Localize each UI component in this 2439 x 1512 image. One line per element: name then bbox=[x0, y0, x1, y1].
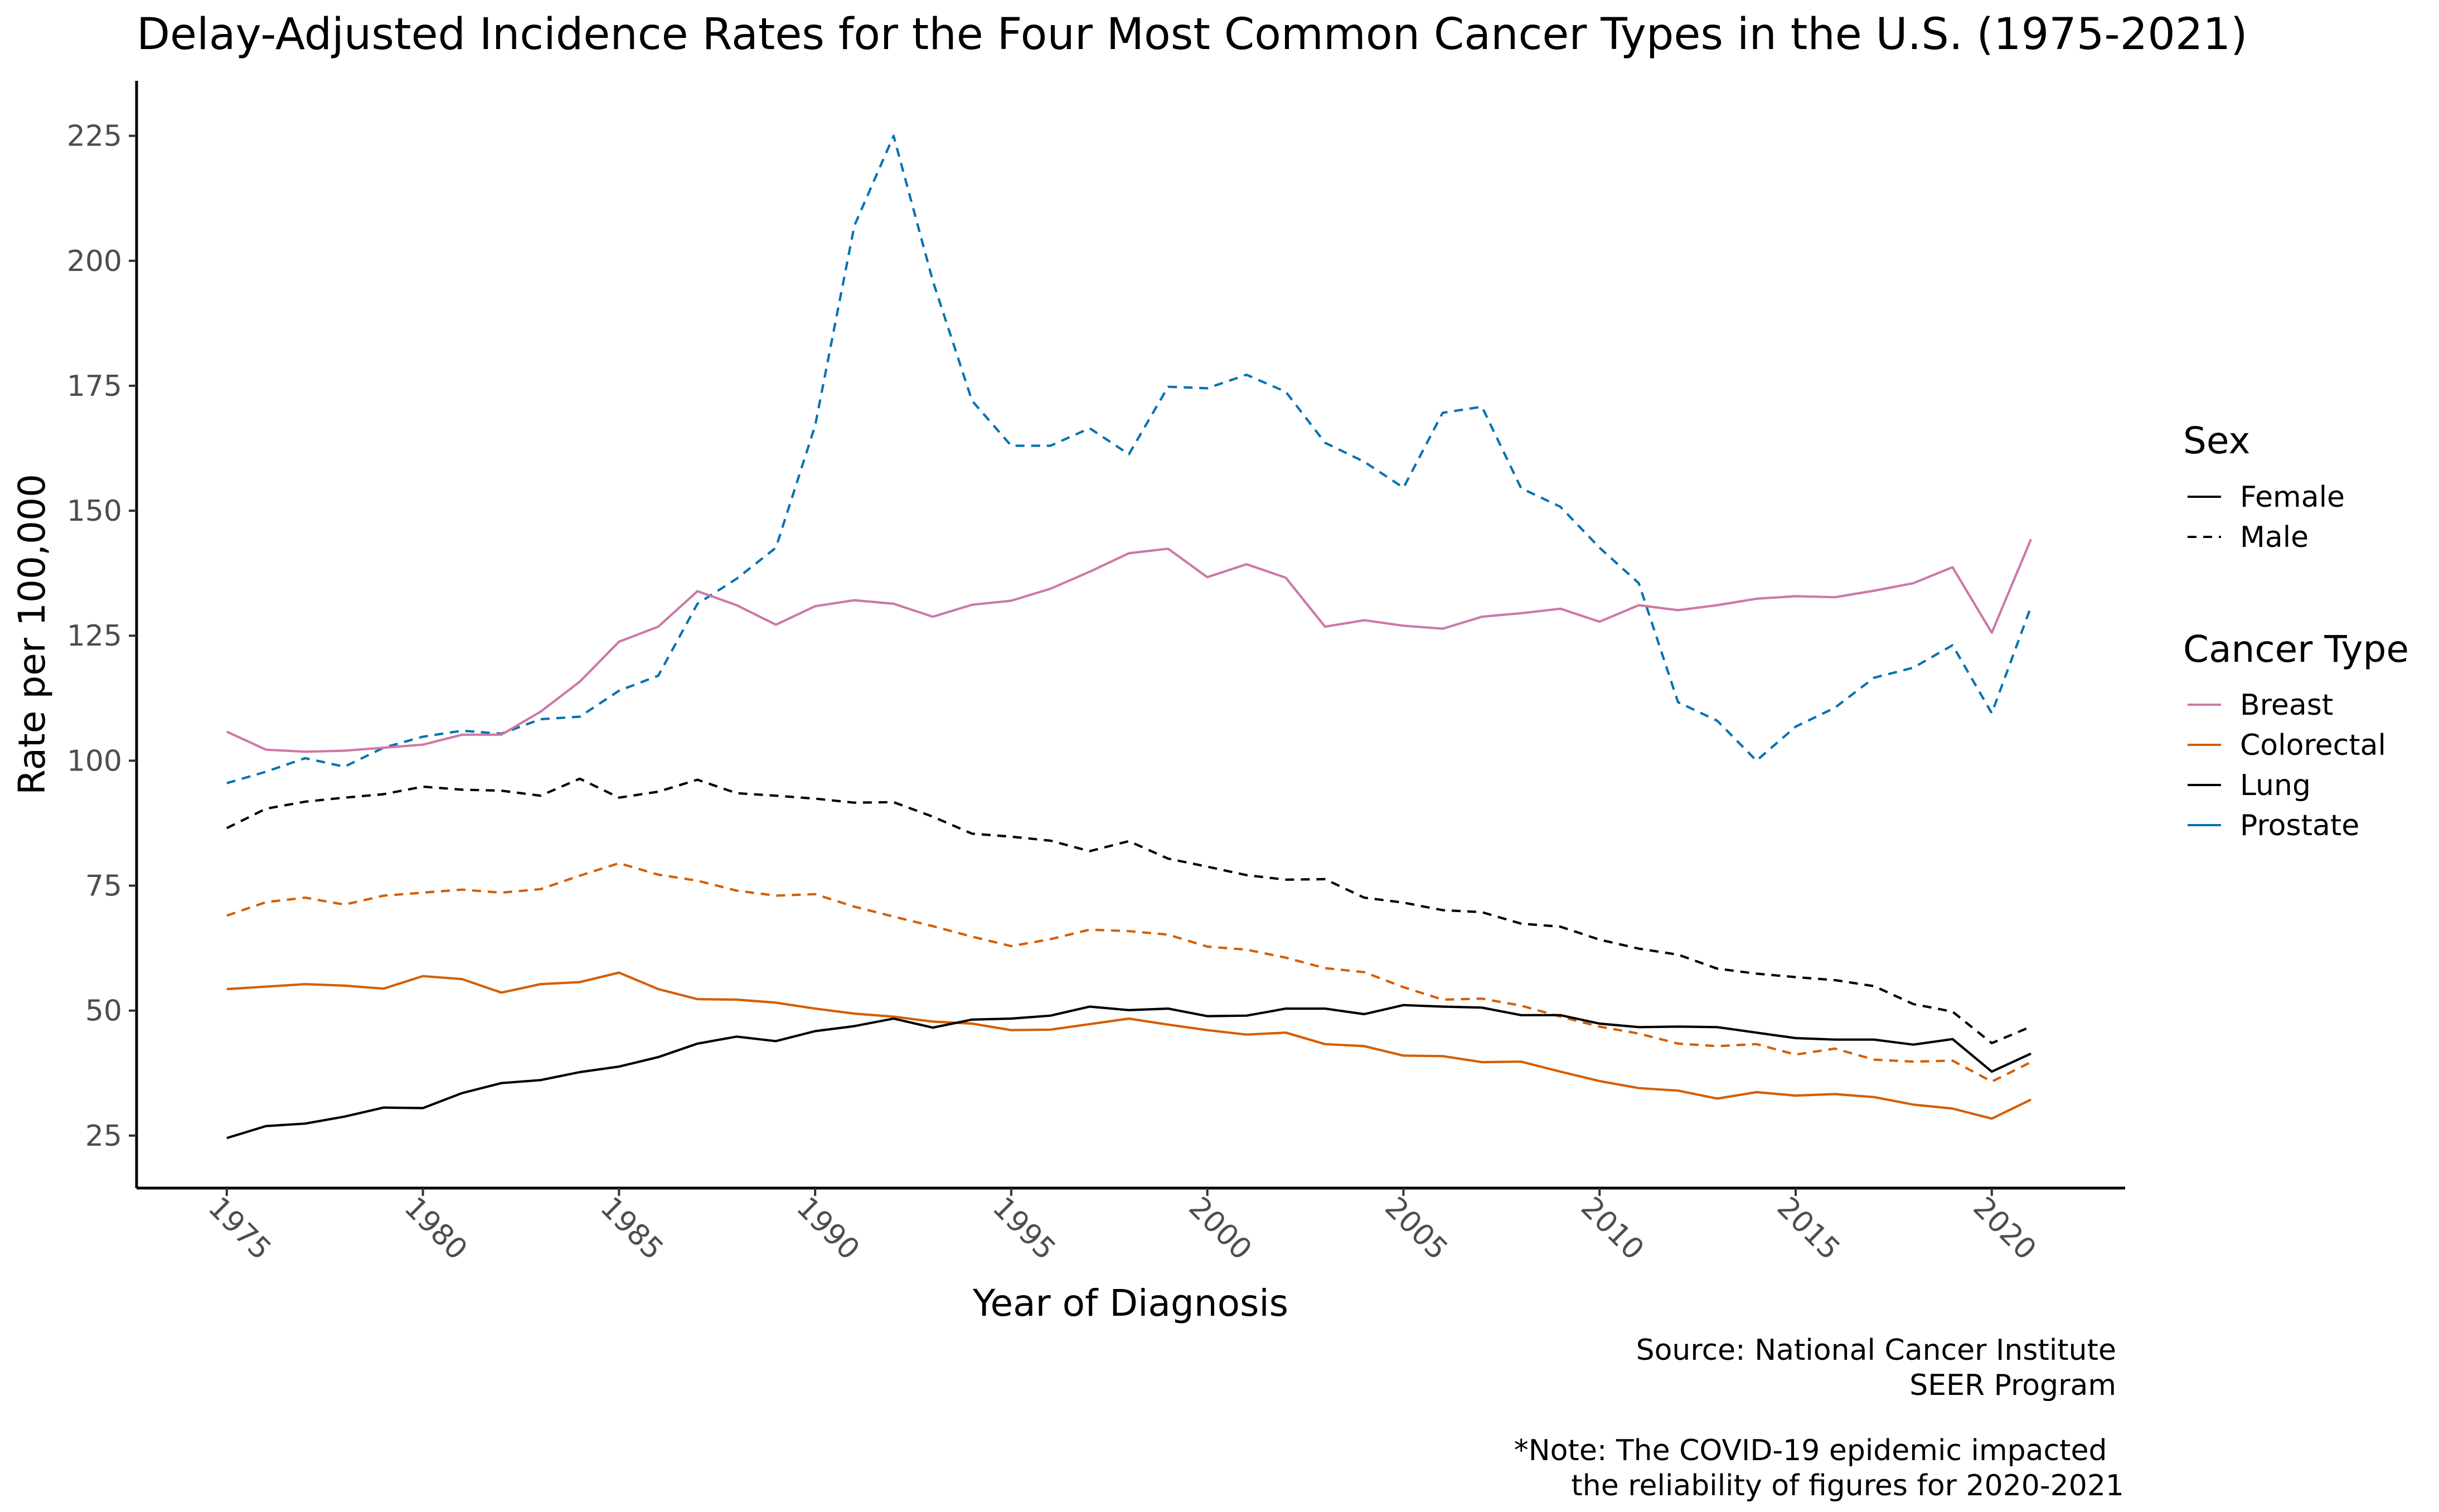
series-line-colorectal-male bbox=[226, 862, 2032, 1083]
x-tick-label: 2010 bbox=[1574, 1191, 1650, 1267]
x-tick-label: 2000 bbox=[1182, 1191, 1258, 1267]
x-tick-label: 2005 bbox=[1378, 1191, 1454, 1267]
x-tick-label: 1990 bbox=[790, 1191, 866, 1267]
caption-note-line-2: the reliability of figures for 2020-2021 bbox=[1571, 1469, 2124, 1503]
legend-prostate-label: Prostate bbox=[2240, 809, 2359, 842]
series-line-lung-female bbox=[226, 1004, 2031, 1140]
caption-note-line-1: *Note: The COVID-19 epidemic impacted bbox=[1514, 1434, 2116, 1467]
legend-sex-title: Sex bbox=[2183, 419, 2250, 462]
y-tick-label: 200 bbox=[67, 245, 122, 278]
x-axis-ticks: 1975 1980 1985 1990 1995 2000 2005 2010 2015 2020 bbox=[202, 1188, 2043, 1267]
y-tick-label: 225 bbox=[67, 120, 122, 153]
y-axis-title: Rate per 100,000 bbox=[11, 474, 54, 795]
y-tick-label: 100 bbox=[67, 744, 122, 778]
caption-source-line: Source: National Cancer Institute bbox=[1636, 1334, 2116, 1367]
y-axis-ticks: 25 50 75 100 125 150 175 200 225 bbox=[67, 120, 137, 1153]
series-lines bbox=[226, 134, 2033, 1140]
legend-cancer-type: Cancer Type Breast Colorectal Lung Prost… bbox=[2183, 628, 2409, 842]
x-axis-title: Year of Diagnosis bbox=[972, 1282, 1288, 1325]
y-tick-label: 150 bbox=[67, 495, 122, 528]
legend-colorectal-label: Colorectal bbox=[2240, 729, 2386, 762]
chart-title: Delay-Adjusted Incidence Rates for the F… bbox=[137, 9, 2248, 60]
plot-area: 25 50 75 100 125 150 175 200 225 1975 1980 1985 199… bbox=[67, 81, 2125, 1267]
legend-female-label: Female bbox=[2240, 481, 2345, 514]
y-tick-label: 125 bbox=[67, 619, 122, 653]
y-tick-label: 25 bbox=[85, 1120, 122, 1153]
series-line-lung-male bbox=[226, 777, 2031, 1045]
y-tick-label: 50 bbox=[85, 995, 122, 1028]
y-tick-label: 175 bbox=[67, 370, 122, 403]
legend-cancer-type-title: Cancer Type bbox=[2183, 628, 2409, 671]
caption-program-line: SEER Program bbox=[1909, 1369, 2116, 1402]
x-tick-label: 1975 bbox=[202, 1191, 278, 1267]
legend-sex: Sex Female Male bbox=[2183, 419, 2345, 554]
y-tick-label: 75 bbox=[85, 870, 122, 903]
x-tick-label: 1985 bbox=[594, 1191, 670, 1267]
series-line-colorectal-female bbox=[226, 971, 2032, 1120]
x-tick-label: 2015 bbox=[1771, 1191, 1846, 1267]
legend-breast-label: Breast bbox=[2240, 689, 2333, 722]
x-tick-label: 1980 bbox=[397, 1191, 473, 1267]
series-line-prostate-male bbox=[226, 134, 2033, 784]
x-tick-label: 1995 bbox=[986, 1191, 1062, 1267]
caption: Source: National Cancer Institute SEER P… bbox=[1514, 1334, 2124, 1503]
x-tick-label: 2020 bbox=[1967, 1191, 2043, 1267]
series-line-breast-female bbox=[226, 539, 2033, 753]
legend-lung-label: Lung bbox=[2240, 769, 2311, 802]
legend-male-label: Male bbox=[2240, 521, 2309, 554]
